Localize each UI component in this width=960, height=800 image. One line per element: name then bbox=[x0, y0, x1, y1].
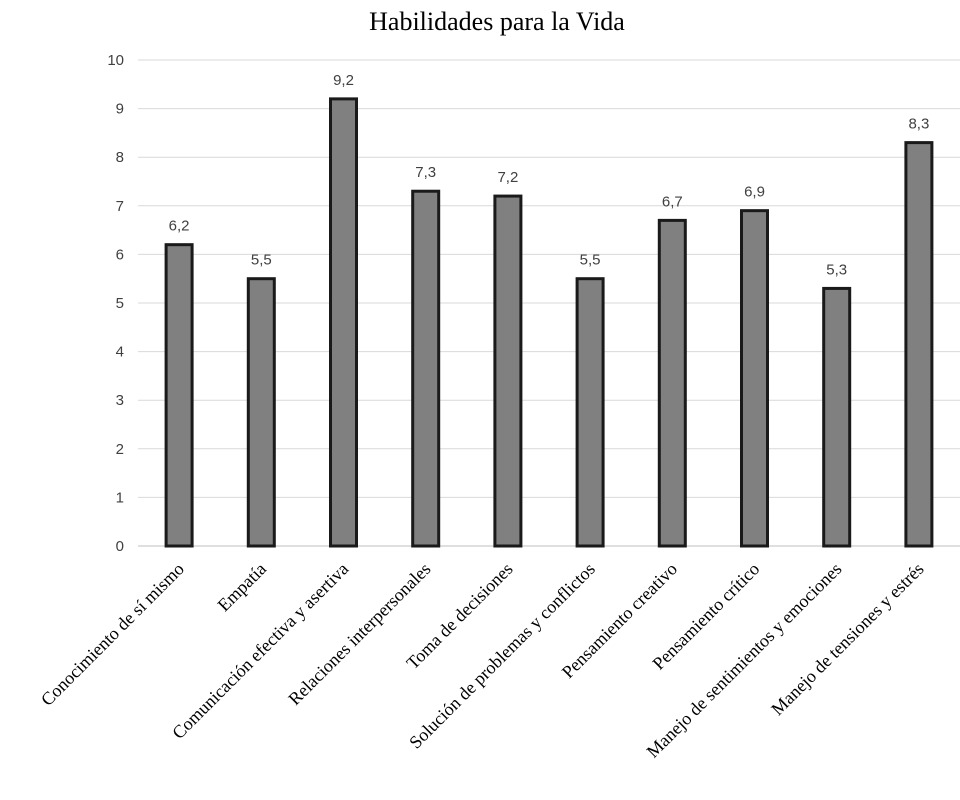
bar bbox=[904, 141, 934, 548]
y-tick-label: 2 bbox=[116, 441, 124, 458]
bar bbox=[575, 277, 605, 548]
y-tick-label: 6 bbox=[116, 246, 124, 263]
y-tick-label: 1 bbox=[116, 489, 124, 506]
x-tick-label: Comunicación efectiva y asertiva bbox=[168, 559, 352, 743]
data-label: 5,5 bbox=[251, 252, 272, 269]
y-tick-label: 10 bbox=[107, 52, 124, 69]
chart-title: Habilidades para la Vida bbox=[369, 7, 625, 36]
data-label: 9,2 bbox=[333, 72, 354, 89]
y-tick-label: 9 bbox=[116, 101, 124, 118]
y-tick-label: 3 bbox=[116, 392, 124, 409]
bar bbox=[740, 209, 769, 548]
x-tick-label: Empatía bbox=[214, 559, 271, 616]
bars bbox=[164, 97, 934, 548]
y-tick-label: 8 bbox=[116, 149, 124, 166]
data-label: 5,5 bbox=[580, 252, 601, 269]
data-label: 7,3 bbox=[415, 164, 436, 181]
y-tick-label: 7 bbox=[116, 198, 124, 215]
bar bbox=[493, 194, 523, 548]
data-labels: 6,2 5,5 9,2 7,3 7,2 5,5 6,7 6,9 5,3 8,3 bbox=[169, 72, 930, 279]
data-label: 7,2 bbox=[497, 169, 518, 186]
bar bbox=[822, 286, 852, 548]
x-tick-label: Relaciones interpersonales bbox=[284, 559, 434, 709]
bar bbox=[246, 277, 276, 548]
data-label: 5,3 bbox=[826, 261, 847, 278]
x-tick-label: Conocimiento de sí mismo bbox=[37, 559, 188, 710]
y-tick-label: 4 bbox=[116, 344, 124, 361]
bar bbox=[411, 189, 441, 548]
bar bbox=[657, 218, 687, 548]
data-label: 6,9 bbox=[744, 184, 765, 201]
data-label: 8,3 bbox=[908, 116, 929, 133]
y-tick-label: 5 bbox=[116, 295, 124, 312]
bar bbox=[164, 243, 194, 548]
x-tick-label: Manejo de tensiones y estrés bbox=[767, 559, 927, 719]
y-axis-tick-labels: 0 1 2 3 4 5 6 7 8 9 10 bbox=[107, 52, 124, 555]
x-axis-tick-labels: Conocimiento de sí mismo EmpatíaComunicac… bbox=[37, 559, 928, 762]
bar bbox=[329, 97, 358, 548]
data-label: 6,2 bbox=[169, 218, 190, 235]
y-tick-label: 0 bbox=[116, 538, 124, 555]
data-label: 6,7 bbox=[662, 193, 683, 210]
